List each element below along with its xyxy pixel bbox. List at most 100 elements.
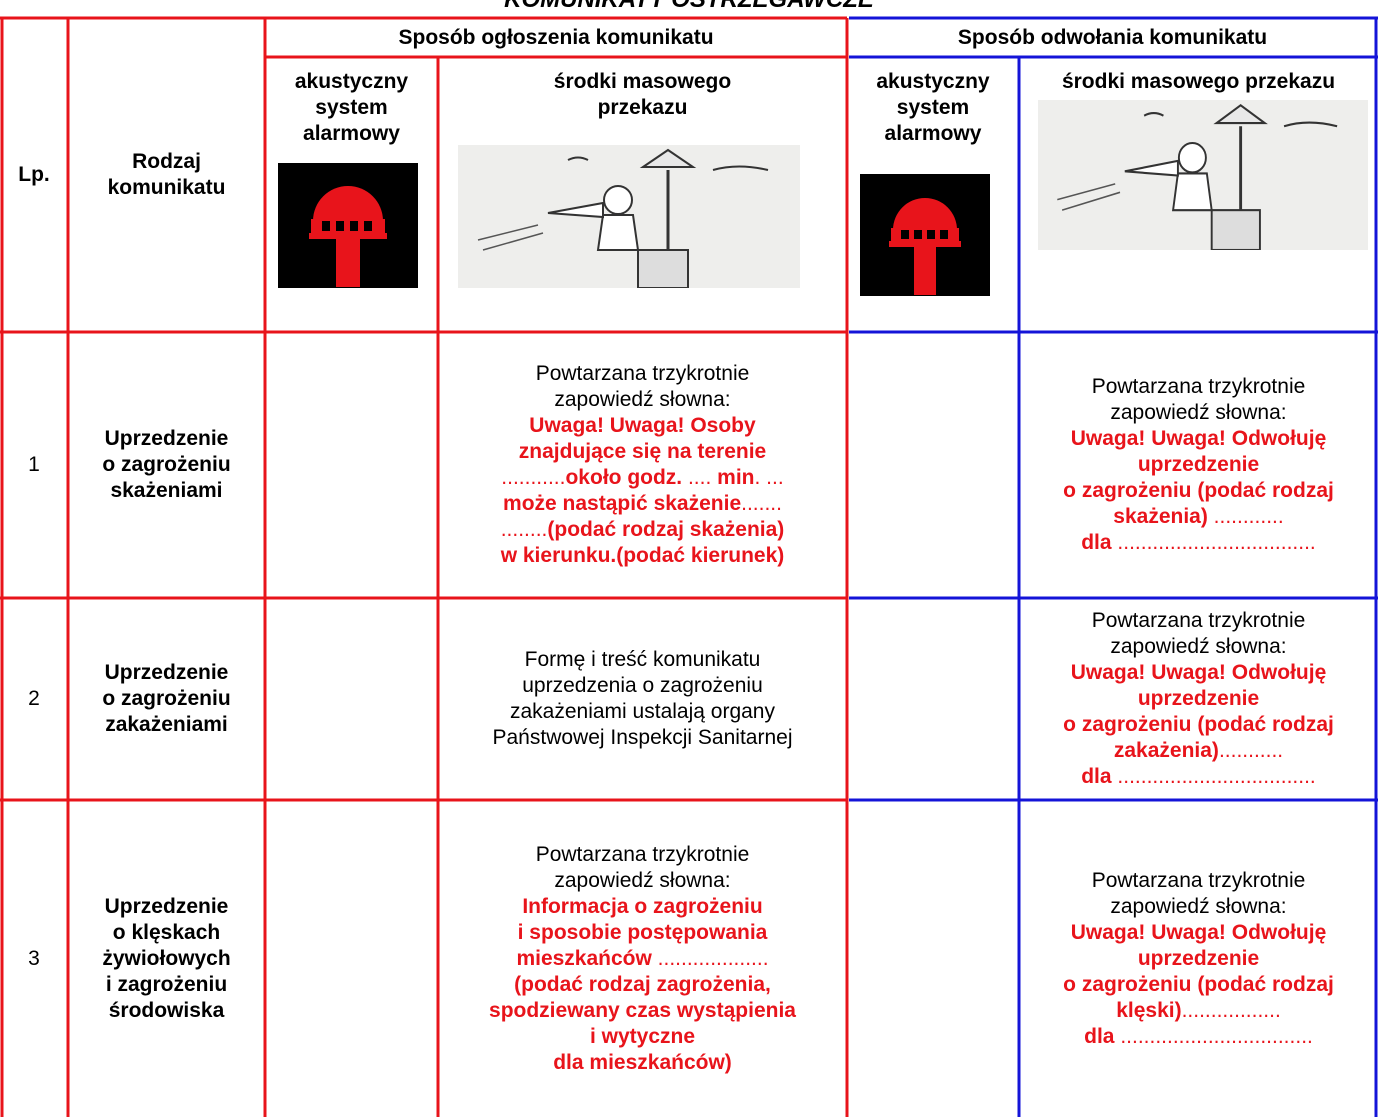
- text-line: alarmowy: [884, 122, 982, 145]
- text-run: ........: [500, 518, 548, 541]
- text-run: spodziewany czas wystąpienia: [489, 998, 796, 1022]
- text-line: Powtarzana trzykrotnie: [1092, 608, 1306, 634]
- text-run: Uwaga! Uwaga! Osoby: [529, 414, 756, 437]
- text-line: Uwaga! Uwaga! Odwołuję: [1071, 426, 1327, 452]
- text-line: zapowiedź słowna:: [554, 387, 730, 413]
- text-run: zapowiedź słowna:: [554, 868, 731, 892]
- text-run: zakażenia): [1113, 739, 1219, 762]
- announce-cell: Powtarzana trzykrotnie zapowiedź słowna: I…: [438, 800, 847, 1117]
- text-line: zapowiedź słowna:: [1110, 634, 1286, 660]
- text-line: Uprzedzenie: [104, 427, 229, 450]
- text-line: 2: [28, 687, 40, 710]
- text-line: zapowiedź słowna:: [1110, 400, 1286, 426]
- subheader: środki masowego przekazu: [1019, 57, 1378, 97]
- text-line: Uwaga! Uwaga! Osoby: [529, 413, 755, 439]
- text-line: znajdujące się na terenie: [519, 439, 766, 465]
- text-line: Uprzedzenie: [104, 894, 229, 918]
- text-line: Uwaga! Uwaga! Odwołuję: [1071, 920, 1327, 946]
- text-run: ..................................: [1111, 531, 1316, 554]
- text-line: dla .................................: [1084, 1024, 1313, 1050]
- text-line: i zagrożeniu: [105, 972, 228, 996]
- text-run: (podać rodzaj skażenia): [547, 518, 785, 541]
- text-run: ...........: [1218, 739, 1284, 762]
- text-run: i sposobie postępowania: [517, 920, 768, 944]
- text-run: Powtarzana trzykrotnie: [1091, 609, 1306, 632]
- text-line: (podać rodzaj zagrożenia,: [514, 972, 771, 998]
- lp-cell: 1: [0, 332, 68, 598]
- type-cell: Uprzedzenie o klęskach żywiołowych i zagroż…: [68, 800, 265, 1117]
- text-line: zapowiedź słowna:: [1110, 894, 1286, 920]
- text-line: o zagrożeniu: [102, 687, 231, 710]
- text-run: w kierunku.(podać kierunek): [500, 544, 785, 567]
- text-line: zakażeniami: [105, 713, 228, 736]
- text-run: około godz.: [565, 466, 683, 489]
- text-run: min: [717, 466, 755, 489]
- text-run: Uwaga! Uwaga! Odwołuję: [1070, 427, 1327, 450]
- text-line: uprzedzenie: [1138, 452, 1259, 478]
- text-line: zapowiedź słowna:: [554, 868, 730, 894]
- text-line: o zagrożeniu (podać rodzaj: [1063, 972, 1334, 998]
- text-run: zakażeniami ustalają organy: [510, 700, 775, 723]
- text-line: i sposobie postępowania: [518, 920, 768, 946]
- text-line: Informacja o zagrożeniu: [522, 894, 762, 920]
- text-line: zakażeniami ustalają organy: [510, 699, 775, 725]
- text-run: uprzedzenie: [1137, 453, 1260, 476]
- lp-header: Lp.: [0, 18, 68, 332]
- text-line: w kierunku.(podać kierunek): [501, 543, 785, 569]
- text-line: o zagrożeniu (podać rodzaj: [1063, 478, 1334, 504]
- text-run: może nastąpić skażenie: [503, 492, 742, 515]
- text-line: Państwowej Inspekcji Sanitarnej: [493, 725, 793, 751]
- text-line: akustyczny: [876, 70, 990, 93]
- text-run: .................................: [1114, 1024, 1313, 1048]
- text-run: Uwaga! Uwaga! Odwołuję: [1070, 661, 1327, 684]
- text-run: uprzedzenia o zagrożeniu: [522, 674, 763, 697]
- text-run: .................: [1181, 998, 1281, 1022]
- text-line: system: [896, 96, 970, 119]
- text-line: Sposób ogłoszenia komunikatu: [398, 25, 714, 49]
- revoke-cell: Powtarzana trzykrotnie zapowiedź słowna: U…: [1019, 598, 1378, 800]
- text-line: Lp.: [18, 163, 50, 186]
- lp-cell: 3: [0, 800, 68, 1117]
- text-line: alarmowy: [303, 122, 400, 145]
- text-run: ...................: [651, 946, 769, 970]
- text-line: dla ..................................: [1081, 530, 1316, 556]
- text-line: Uwaga! Uwaga! Odwołuję: [1071, 660, 1327, 686]
- text-run: Powtarzana trzykrotnie: [535, 842, 750, 866]
- text-line: Sposób odwołania komunikatu: [957, 25, 1268, 49]
- text-run: ....: [682, 466, 718, 489]
- text-run: ..................................: [1111, 765, 1316, 788]
- text-line: Uprzedzenie: [104, 661, 229, 684]
- siren-image: [278, 163, 418, 288]
- text-line: Powtarzana trzykrotnie: [1092, 868, 1306, 894]
- subheader: akustyczny system alarmowy: [847, 57, 1019, 157]
- text-run: i wytyczne: [589, 1024, 696, 1048]
- text-run: znajdujące się na terenie: [518, 440, 767, 463]
- text-run: (podać rodzaj zagrożenia,: [514, 972, 771, 996]
- text-run: . ...: [754, 466, 784, 489]
- text-line: spodziewany czas wystąpienia: [489, 998, 796, 1024]
- type-cell: Uprzedzenie o zagrożeniu zakażeniami: [68, 598, 265, 800]
- text-line: komunikatu: [107, 176, 226, 199]
- text-line: mieszkańców ...................: [516, 946, 768, 972]
- text-run: dla: [1081, 765, 1112, 788]
- text-run: uprzedzenie: [1137, 946, 1260, 970]
- text-run: ............: [1207, 505, 1284, 528]
- text-line: Rodzaj: [132, 150, 201, 173]
- text-line: uprzedzenie: [1138, 946, 1259, 972]
- text-run: Państwowej Inspekcji Sanitarnej: [492, 726, 793, 749]
- announce-cell: Powtarzana trzykrotnie zapowiedź słowna: U…: [438, 332, 847, 598]
- text-line: Powtarzana trzykrotnie: [1092, 374, 1306, 400]
- text-run: dla: [1084, 1024, 1115, 1048]
- text-line: może nastąpić skażenie.......: [503, 491, 782, 517]
- megaphone-image: [1038, 100, 1368, 250]
- megaphone-image: [458, 145, 800, 288]
- type-header: Rodzaj komunikatu: [68, 18, 265, 332]
- text-line: system: [315, 96, 388, 119]
- text-run: zapowiedź słowna:: [554, 388, 731, 411]
- siren-image: [860, 174, 990, 296]
- text-line: skażeniami: [110, 479, 223, 502]
- announce-header: Sposób ogłoszenia komunikatu: [265, 18, 847, 57]
- text-run: Formę i treść komunikatu: [524, 648, 761, 671]
- text-line: środki masowego przekazu: [1061, 70, 1336, 93]
